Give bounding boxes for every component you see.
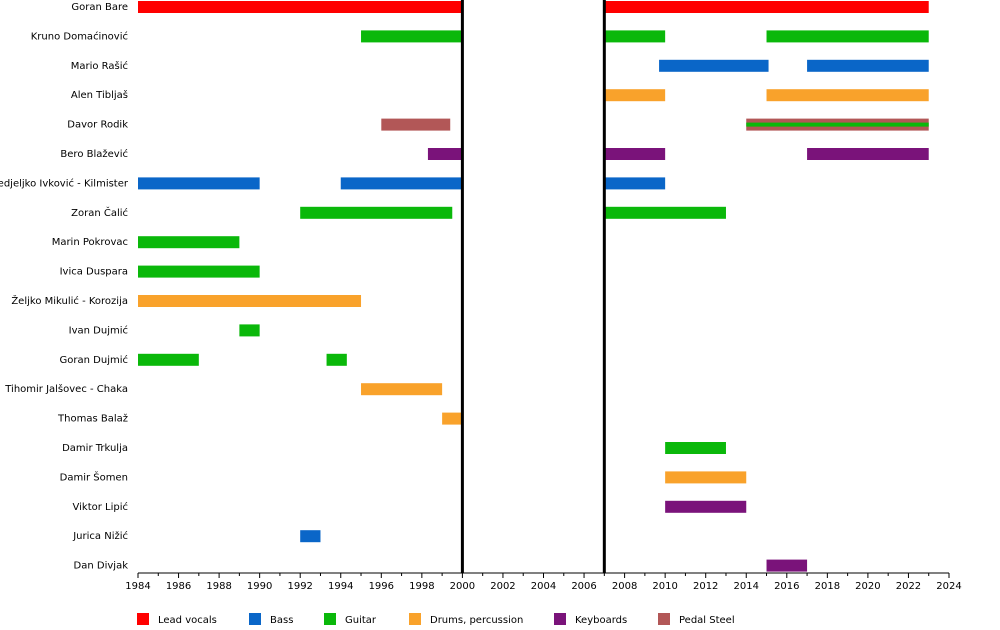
membership-bar — [766, 559, 808, 572]
x-tick-label: 2000 — [450, 581, 475, 592]
membership-bar — [442, 412, 463, 425]
x-tick-label: 1996 — [369, 581, 394, 592]
membership-bar — [138, 295, 362, 307]
x-tick-label: 2016 — [774, 581, 799, 592]
membership-bar — [300, 530, 321, 543]
x-tick-label: 1992 — [287, 581, 312, 592]
legend-label: Keyboards — [575, 615, 627, 626]
membership-bar — [766, 30, 929, 43]
secondary-role-bar — [746, 122, 929, 127]
legend-swatch — [249, 613, 261, 625]
legend-label: Bass — [270, 615, 293, 626]
member-label: Davor Rodik — [67, 120, 128, 131]
x-tick-label: 2012 — [693, 581, 718, 592]
legend-label: Lead vocals — [158, 615, 217, 626]
membership-bar — [665, 442, 726, 454]
x-tick-label: 2004 — [531, 581, 556, 592]
membership-bar — [138, 236, 240, 249]
legend-swatch — [137, 613, 149, 625]
membership-bar — [604, 206, 726, 219]
legend-swatch — [409, 613, 421, 625]
membership-bar — [381, 118, 451, 131]
member-label: Zoran Čalić — [71, 206, 128, 219]
membership-bar — [326, 353, 347, 366]
member-label: Ivan Dujmić — [69, 324, 128, 336]
membership-bar — [604, 148, 666, 160]
legend-swatch — [554, 613, 566, 625]
x-tick-label: 2018 — [815, 581, 840, 592]
member-label: Damir Trkulja — [62, 443, 128, 454]
membership-bar — [604, 177, 666, 190]
x-tick-label: 2002 — [490, 581, 515, 592]
member-label: Thomas Balaž — [57, 413, 128, 425]
member-label: Dan Divjak — [74, 561, 129, 572]
member-label: Željko Mikulić - Korozija — [11, 294, 128, 307]
membership-bar — [340, 177, 463, 190]
x-tick-label: 1994 — [328, 581, 353, 592]
legend-swatch — [658, 613, 670, 625]
membership-bar — [665, 500, 747, 513]
legend-label: Drums, percussion — [430, 615, 523, 626]
x-tick-label: 1998 — [409, 581, 434, 592]
x-tick-label: 1990 — [247, 581, 272, 592]
x-tick-label: 2014 — [734, 581, 759, 592]
member-label: Mario Rašić — [71, 60, 128, 72]
member-label: Marin Pokrovac — [52, 237, 128, 248]
membership-bar — [604, 30, 666, 43]
member-label: Damir Šomen — [60, 470, 128, 483]
member-label: Tihomir Jalšovec - Chaka — [4, 383, 128, 395]
x-tick-label: 1988 — [206, 581, 231, 592]
membership-bar — [239, 324, 260, 337]
member-label: Viktor Lipić — [73, 501, 129, 513]
membership-bar — [138, 1, 463, 13]
legend-swatch — [324, 613, 336, 625]
membership-bar — [665, 471, 747, 484]
membership-bar — [427, 148, 463, 160]
membership-bar — [361, 383, 443, 396]
member-label: Ivica Duspara — [60, 267, 128, 278]
x-tick-label: 2024 — [936, 581, 961, 592]
member-label: Kruno Domaćinović — [31, 30, 128, 42]
x-tick-label: 2010 — [652, 581, 677, 592]
membership-bar — [138, 353, 199, 366]
legend-label: Guitar — [345, 615, 377, 626]
membership-bar — [659, 59, 769, 72]
membership-bar — [138, 177, 260, 190]
member-label: Nedjeljko Ivković - Kilmister — [0, 177, 129, 189]
x-tick-label: 2020 — [855, 581, 880, 592]
member-label: Alen Tibljaš — [71, 89, 128, 101]
membership-bar — [807, 148, 929, 160]
membership-bar — [807, 59, 929, 72]
membership-bar — [604, 1, 929, 13]
x-tick-label: 2006 — [571, 581, 596, 592]
x-tick-label: 2022 — [896, 581, 921, 592]
membership-bar — [766, 89, 929, 102]
legend-label: Pedal Steel — [679, 615, 735, 626]
membership-bar — [300, 206, 453, 219]
membership-bar — [138, 265, 260, 278]
x-tick-label: 2008 — [612, 581, 637, 592]
x-tick-label: 1986 — [166, 581, 191, 592]
x-tick-label: 1984 — [125, 581, 150, 592]
member-label: Bero Blažević — [60, 148, 128, 160]
member-label: Goran Dujmić — [60, 354, 128, 366]
membership-bar — [604, 89, 666, 102]
member-label: Jurica Nižić — [72, 530, 128, 542]
membership-bar — [361, 30, 463, 43]
member-label: Goran Bare — [71, 2, 128, 13]
